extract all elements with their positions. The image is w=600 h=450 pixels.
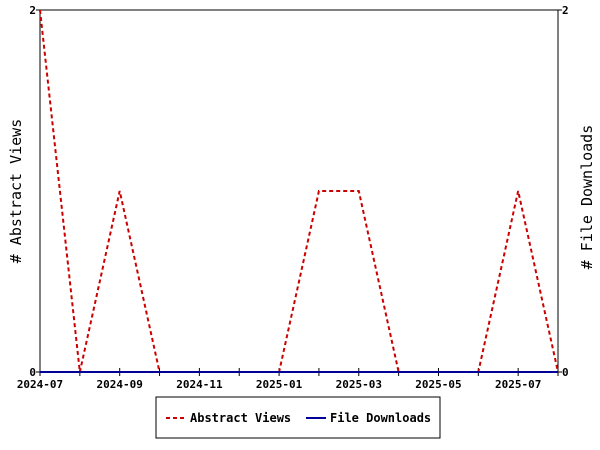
legend-label-abstract-views: Abstract Views bbox=[190, 411, 291, 425]
x-tick-label-2025-01: 2025-01 bbox=[256, 378, 303, 391]
y-left-tick-label-0: 0 bbox=[29, 366, 36, 379]
legend: Abstract Views File Downloads bbox=[155, 396, 441, 439]
axis-labels: 2024-07 2024-09 2024-11 2025-01 2025-03 2025-… bbox=[17, 4, 569, 391]
y-right-tick-label-0: 0 bbox=[562, 366, 569, 379]
y-axis-left-title: # Abstract Views bbox=[7, 119, 25, 264]
y-left-tick-label-2: 2 bbox=[29, 4, 36, 17]
y-right-tick-label-2: 2 bbox=[562, 4, 569, 17]
y-axis-right-title: # File Downloads bbox=[578, 125, 596, 270]
x-tick-label-2024-09: 2024-09 bbox=[97, 378, 143, 391]
x-tick-label-2025-05: 2025-05 bbox=[415, 378, 461, 391]
x-tick-label-2024-11: 2024-11 bbox=[176, 378, 223, 391]
legend-box bbox=[155, 396, 441, 439]
x-tick-label-2025-07: 2025-07 bbox=[495, 378, 541, 391]
plot-area bbox=[39, 9, 559, 373]
series-lines bbox=[39, 9, 559, 373]
x-tick-label-2025-03: 2025-03 bbox=[336, 378, 382, 391]
x-tick-label-2024-07: 2024-07 bbox=[17, 378, 63, 391]
legend-label-file-downloads: File Downloads bbox=[330, 411, 431, 425]
